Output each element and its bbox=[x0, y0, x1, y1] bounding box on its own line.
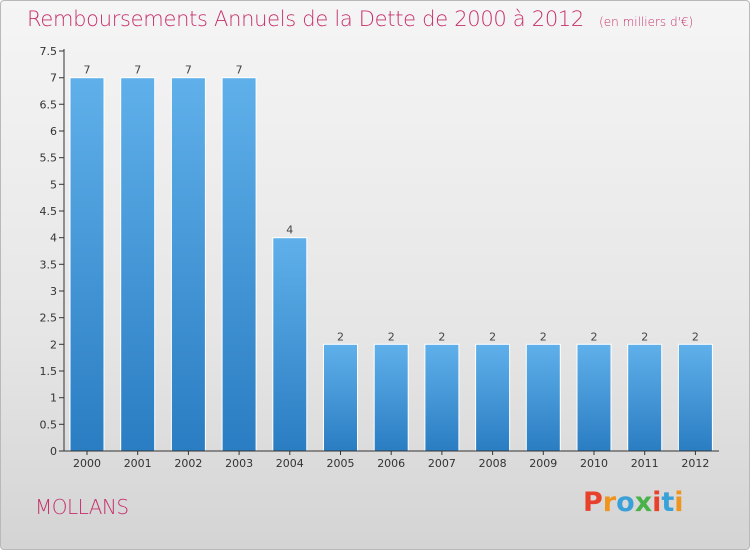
y-tick-label-3: 3 bbox=[50, 285, 57, 298]
bar-2003 bbox=[221, 77, 257, 452]
x-tick-label-2010: 2010 bbox=[580, 457, 608, 470]
logo-letter: i bbox=[652, 487, 662, 518]
x-tick-label-2005: 2005 bbox=[327, 457, 355, 470]
bar-2012 bbox=[677, 343, 713, 452]
data-label-2007: 2 bbox=[438, 330, 445, 343]
chart-subtitle: (en milliers d'€) bbox=[599, 15, 694, 29]
x-tick-label-2000: 2000 bbox=[73, 457, 101, 470]
x-tick-label-2012: 2012 bbox=[681, 457, 709, 470]
y-tick-label-4: 4 bbox=[50, 232, 57, 245]
x-tick-label-2002: 2002 bbox=[174, 457, 202, 470]
bar-2011 bbox=[627, 343, 663, 452]
y-tick-label-7: 7 bbox=[50, 72, 57, 85]
data-label-2008: 2 bbox=[489, 330, 496, 343]
data-label-2006: 2 bbox=[388, 330, 395, 343]
bar-2007 bbox=[424, 343, 460, 452]
y-tick-label-6.5: 6.5 bbox=[40, 98, 58, 111]
logo-letter: x bbox=[634, 487, 653, 518]
y-tick-label-2.5: 2.5 bbox=[40, 312, 58, 325]
y-tick-label-2: 2 bbox=[50, 338, 57, 351]
data-label-2001: 7 bbox=[134, 64, 141, 77]
title-row: Remboursements Annuels de la Dette de 20… bbox=[27, 7, 693, 31]
bar-2000 bbox=[69, 77, 105, 452]
bar-2006 bbox=[373, 343, 409, 452]
data-label-2003: 7 bbox=[236, 64, 243, 77]
y-tick-label-5: 5 bbox=[50, 178, 57, 191]
bars-layer: 7 7 7 7 4 2 2 2 2 2 2 2 2 bbox=[69, 64, 713, 452]
logo-letter: o bbox=[616, 487, 635, 518]
y-tick-label-0: 0 bbox=[50, 445, 57, 458]
bar-2005 bbox=[323, 343, 358, 452]
logo-letter: P bbox=[583, 487, 603, 518]
logo-letter: i bbox=[674, 487, 684, 518]
logo-letter: t bbox=[661, 487, 675, 518]
chart-title: Remboursements Annuels de la Dette de 20… bbox=[27, 7, 584, 31]
data-label-2012: 2 bbox=[692, 330, 699, 343]
data-label-2009: 2 bbox=[540, 330, 547, 343]
data-label-2005: 2 bbox=[337, 330, 344, 343]
x-tick-label-2006: 2006 bbox=[377, 457, 405, 470]
logo-letter: r bbox=[602, 487, 617, 518]
x-tick-label-2004: 2004 bbox=[276, 457, 304, 470]
y-tick-label-0.5: 0.5 bbox=[40, 418, 58, 431]
data-label-2011: 2 bbox=[641, 330, 648, 343]
x-tick-label-2007: 2007 bbox=[428, 457, 456, 470]
x-tick-label-2003: 2003 bbox=[225, 457, 253, 470]
x-tick-label-2001: 2001 bbox=[124, 457, 152, 470]
y-tick-label-1: 1 bbox=[50, 392, 57, 405]
data-label-2000: 7 bbox=[84, 64, 91, 77]
x-tick-label-2011: 2011 bbox=[631, 457, 659, 470]
bar-2009 bbox=[525, 343, 561, 452]
y-tick-label-3.5: 3.5 bbox=[40, 258, 58, 271]
y-tick-label-6: 6 bbox=[50, 125, 57, 138]
data-label-2004: 4 bbox=[286, 224, 293, 237]
bar-2008 bbox=[475, 343, 511, 452]
y-tick-label-7.5: 7.5 bbox=[40, 45, 58, 58]
bar-2004 bbox=[272, 237, 308, 452]
x-tick-label-2009: 2009 bbox=[529, 457, 557, 470]
y-tick-label-4.5: 4.5 bbox=[40, 205, 58, 218]
data-label-2010: 2 bbox=[591, 330, 598, 343]
axes-layer: 2000 2001 2002 2003 2004 2005 2006 2007 2008 2009… bbox=[40, 45, 719, 470]
y-tick-label-5.5: 5.5 bbox=[40, 152, 58, 165]
x-tick-label-2008: 2008 bbox=[479, 457, 507, 470]
bar-2010 bbox=[576, 343, 612, 452]
commune-name: MOLLANS bbox=[35, 495, 129, 519]
proxiti-logo[interactable]: Proxiti bbox=[583, 487, 684, 518]
data-label-2002: 7 bbox=[185, 64, 192, 77]
bar-2001 bbox=[120, 77, 156, 452]
bar-2002 bbox=[170, 77, 206, 452]
y-tick-label-1.5: 1.5 bbox=[40, 365, 58, 378]
